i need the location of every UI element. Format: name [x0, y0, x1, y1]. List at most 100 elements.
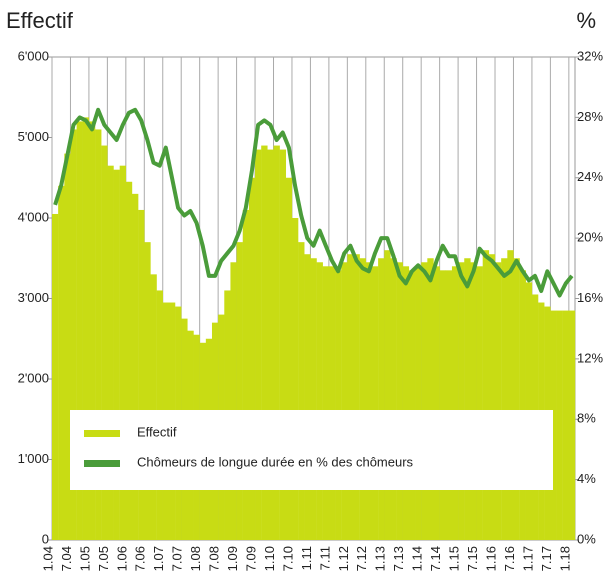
bar [415, 266, 422, 540]
bar [119, 165, 127, 541]
x-tick-label: 7.08 [207, 546, 222, 571]
x-tick-label: 1.17 [520, 546, 535, 571]
x-tick-label: 1.09 [225, 546, 240, 571]
bar [76, 121, 83, 541]
bar [82, 117, 90, 540]
bar [298, 242, 305, 540]
bar [335, 270, 342, 540]
bar [562, 310, 570, 540]
bar [445, 270, 453, 540]
bar [150, 274, 157, 540]
bar [242, 209, 250, 540]
bar [107, 165, 114, 541]
y2-tick-label: 8% [577, 411, 596, 426]
x-tick-label: 1.11 [299, 546, 314, 570]
bar [125, 181, 133, 540]
bar [304, 254, 311, 540]
legend-label: Effectif [137, 424, 177, 439]
bar [138, 209, 145, 540]
y2-tick-label: 4% [577, 471, 596, 486]
legend-swatch [84, 430, 120, 437]
bar [476, 266, 483, 540]
legend-box [70, 410, 553, 490]
x-tick-label: 1.06 [114, 546, 129, 571]
bar [408, 270, 416, 540]
x-tick-label: 7.17 [539, 546, 554, 571]
legend-label: Chômeurs de longue durée en % des chômeu… [137, 454, 414, 469]
x-tick-label: 1.16 [483, 546, 498, 571]
y-tick-label: 4'000 [18, 209, 49, 224]
bar [101, 145, 108, 541]
x-tick-label: 7.09 [243, 546, 258, 571]
bar [261, 145, 268, 541]
x-tick-label: 7.11 [317, 546, 332, 570]
x-tick-label: 7.05 [96, 546, 111, 571]
bar [113, 169, 120, 540]
bar [310, 258, 317, 540]
x-tick-label: 7.16 [502, 546, 517, 571]
bar [267, 149, 274, 540]
bar [359, 258, 366, 540]
x-tick-label: 1.12 [336, 546, 351, 571]
bar [384, 250, 391, 540]
x-tick-label: 1.13 [373, 546, 388, 571]
bar [556, 310, 563, 540]
y2-tick-label: 24% [577, 169, 603, 184]
bar [513, 258, 520, 540]
bar [316, 262, 323, 540]
bar [144, 242, 151, 540]
bar [279, 149, 287, 540]
bar [464, 258, 471, 540]
x-tick-label: 7.14 [428, 546, 443, 571]
bar [550, 310, 557, 540]
x-tick-label: 7.13 [391, 546, 406, 571]
bar [230, 262, 237, 540]
x-tick-label: 7.07 [170, 546, 185, 571]
y2-tick-label: 12% [577, 350, 603, 365]
y2-tick-label: 28% [577, 109, 603, 124]
x-tick-label: 7.06 [133, 546, 148, 571]
bar [402, 266, 410, 540]
y2-tick-label: 32% [577, 48, 603, 63]
line [53, 107, 574, 298]
bar [285, 177, 293, 540]
bar [322, 266, 330, 540]
bar [291, 218, 299, 540]
y2-tick-label: 16% [577, 290, 603, 305]
x-tick-label: 1.18 [557, 546, 572, 571]
y2-tick-label: 0% [577, 531, 596, 546]
x-tick-label: 7.10 [280, 546, 295, 571]
bar [131, 193, 139, 540]
bar [70, 129, 77, 540]
x-tick-label: 7.04 [59, 546, 74, 571]
bar [273, 145, 280, 541]
y-tick-label: 3'000 [18, 290, 49, 305]
bar [378, 258, 385, 540]
bar [328, 266, 336, 540]
bar [365, 262, 373, 540]
x-tick-label: 7.12 [354, 546, 369, 571]
bar [58, 185, 65, 541]
bar [439, 270, 446, 540]
x-tick-label: 1.14 [410, 546, 425, 571]
y-axis-title: Effectif [6, 8, 74, 33]
bar [433, 266, 440, 540]
y-tick-label: 0 [42, 531, 49, 546]
bar [396, 262, 403, 540]
bar [347, 254, 354, 540]
bar [507, 250, 514, 540]
y2-axis-title: % [576, 8, 596, 33]
bar [255, 149, 262, 540]
bar [451, 266, 459, 540]
bar [88, 121, 96, 541]
x-tick-label: 1.15 [447, 546, 462, 571]
bar [519, 270, 526, 540]
x-tick-label: 1.08 [188, 546, 203, 571]
bar [501, 258, 508, 540]
bar [421, 262, 428, 540]
bar [568, 310, 576, 540]
bar [341, 262, 348, 540]
y-tick-label: 1'000 [18, 451, 49, 466]
bar [495, 262, 502, 540]
